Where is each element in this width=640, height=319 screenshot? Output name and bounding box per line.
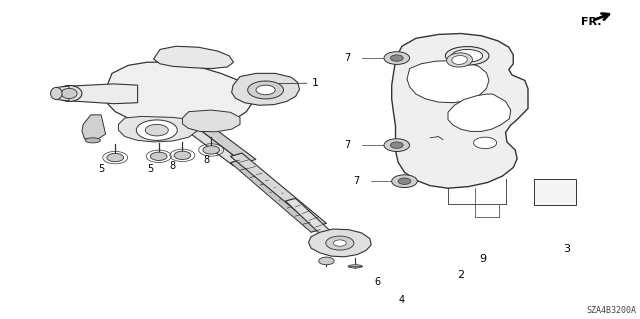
Ellipse shape xyxy=(452,56,467,64)
Polygon shape xyxy=(232,73,300,105)
Ellipse shape xyxy=(447,53,472,67)
Polygon shape xyxy=(230,153,326,227)
Text: FR.: FR. xyxy=(581,17,602,27)
Ellipse shape xyxy=(85,138,100,143)
Text: 7: 7 xyxy=(344,140,351,150)
Circle shape xyxy=(107,153,124,162)
Text: 6: 6 xyxy=(374,277,381,286)
Circle shape xyxy=(256,85,275,95)
Ellipse shape xyxy=(445,47,489,65)
Bar xyxy=(534,179,576,205)
Text: 9: 9 xyxy=(479,254,487,263)
Circle shape xyxy=(384,139,410,152)
Circle shape xyxy=(398,178,411,184)
Text: 4: 4 xyxy=(399,295,405,305)
Text: 3: 3 xyxy=(563,244,570,254)
Polygon shape xyxy=(125,82,243,166)
Polygon shape xyxy=(138,80,256,163)
Circle shape xyxy=(203,146,220,154)
Polygon shape xyxy=(308,229,371,257)
Polygon shape xyxy=(69,84,138,104)
Ellipse shape xyxy=(56,85,82,101)
Circle shape xyxy=(474,137,497,149)
Circle shape xyxy=(384,52,410,64)
Polygon shape xyxy=(285,198,339,242)
Circle shape xyxy=(390,142,403,148)
Circle shape xyxy=(319,257,334,265)
Ellipse shape xyxy=(348,265,362,268)
Polygon shape xyxy=(230,160,320,232)
Circle shape xyxy=(248,81,284,99)
Text: 5: 5 xyxy=(98,164,104,174)
Text: 5: 5 xyxy=(147,164,154,174)
Text: SZA4B3200A: SZA4B3200A xyxy=(587,306,637,315)
Polygon shape xyxy=(106,62,253,128)
Text: 8: 8 xyxy=(170,161,176,171)
Ellipse shape xyxy=(452,49,483,62)
Circle shape xyxy=(145,124,168,136)
Polygon shape xyxy=(392,33,528,188)
Circle shape xyxy=(333,240,346,246)
Text: 1: 1 xyxy=(279,78,319,88)
Polygon shape xyxy=(182,110,240,132)
Circle shape xyxy=(150,152,167,160)
Ellipse shape xyxy=(51,87,62,100)
Text: 7: 7 xyxy=(353,176,360,186)
Polygon shape xyxy=(407,61,489,103)
Text: 7: 7 xyxy=(344,53,351,63)
Polygon shape xyxy=(82,115,106,140)
Polygon shape xyxy=(154,46,234,69)
Polygon shape xyxy=(118,116,198,142)
Circle shape xyxy=(392,175,417,188)
Circle shape xyxy=(174,151,191,160)
Circle shape xyxy=(326,236,354,250)
Text: 8: 8 xyxy=(203,155,209,165)
Circle shape xyxy=(390,55,403,61)
Circle shape xyxy=(136,120,177,140)
Ellipse shape xyxy=(61,88,77,99)
Text: 2: 2 xyxy=(457,270,465,279)
Polygon shape xyxy=(56,86,69,101)
Polygon shape xyxy=(448,94,511,131)
